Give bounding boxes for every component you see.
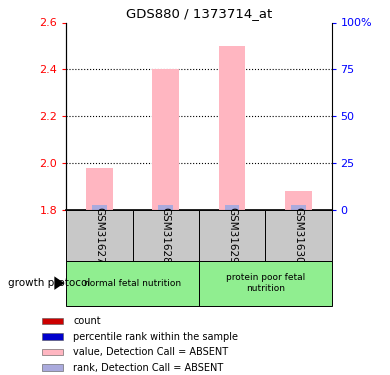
Text: normal fetal nutrition: normal fetal nutrition (84, 279, 181, 288)
Bar (42, 333, 63, 340)
Bar (66, 210, 133, 261)
Text: protein poor fetal
nutrition: protein poor fetal nutrition (225, 273, 305, 293)
Text: GSM31630: GSM31630 (293, 207, 303, 264)
Bar (219, 46, 245, 210)
Text: growth protocol: growth protocol (8, 278, 90, 288)
Bar (86, 168, 113, 210)
Bar (199, 261, 332, 306)
Bar (42, 318, 63, 324)
Text: GSM31628: GSM31628 (161, 207, 171, 264)
Bar (291, 206, 306, 210)
Bar (42, 364, 63, 371)
Bar (42, 349, 63, 355)
Bar (152, 69, 179, 210)
Bar (265, 210, 332, 261)
Bar (66, 261, 199, 306)
Text: value, Detection Call = ABSENT: value, Detection Call = ABSENT (73, 347, 229, 357)
Bar (199, 210, 265, 261)
Text: percentile rank within the sample: percentile rank within the sample (73, 332, 238, 342)
Title: GDS880 / 1373714_at: GDS880 / 1373714_at (126, 7, 272, 20)
Text: GSM31629: GSM31629 (227, 207, 237, 264)
Polygon shape (54, 276, 64, 290)
Bar (158, 206, 173, 210)
Bar (225, 206, 239, 210)
Text: rank, Detection Call = ABSENT: rank, Detection Call = ABSENT (73, 363, 223, 373)
Bar (92, 206, 107, 210)
Bar (133, 210, 199, 261)
Text: count: count (73, 316, 101, 326)
Text: GSM31627: GSM31627 (94, 207, 105, 264)
Bar (285, 191, 312, 210)
